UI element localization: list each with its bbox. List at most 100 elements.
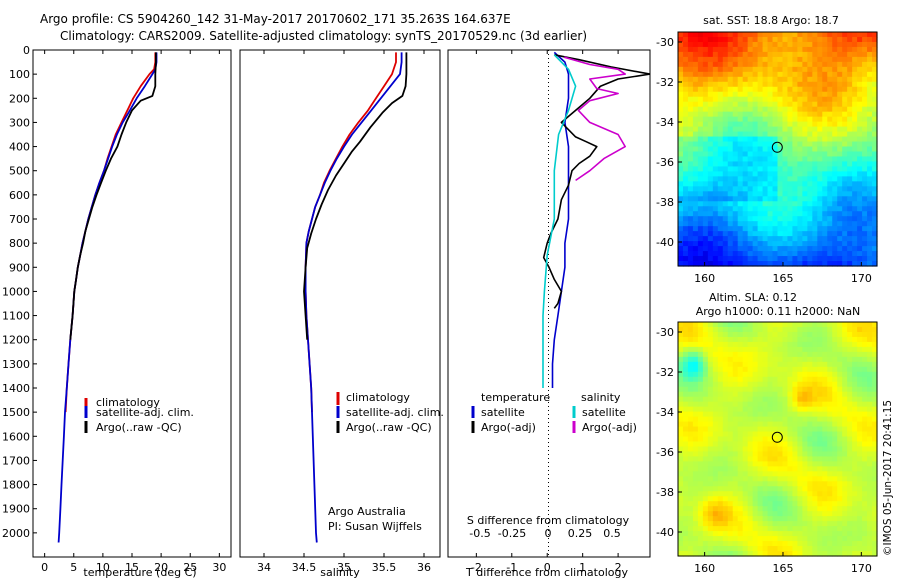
heatmap-cell bbox=[832, 221, 838, 227]
heatmap-cell bbox=[837, 236, 843, 242]
heatmap-cell bbox=[867, 96, 873, 103]
heatmap-cell bbox=[842, 461, 848, 467]
heatmap-cell bbox=[727, 166, 734, 173]
heatmap-cell bbox=[782, 386, 789, 393]
heatmap-cell bbox=[852, 456, 858, 463]
heatmap-cell bbox=[767, 371, 774, 378]
heatmap-cell bbox=[787, 416, 794, 423]
heatmap-cell bbox=[832, 236, 838, 242]
heatmap-cell bbox=[737, 401, 744, 408]
heatmap-cell bbox=[857, 216, 863, 222]
heatmap-cell bbox=[757, 451, 764, 458]
heatmap-cell bbox=[772, 331, 779, 338]
heatmap-cell bbox=[727, 391, 734, 398]
heatmap-cell bbox=[862, 71, 868, 78]
heatmap-cell bbox=[847, 356, 853, 363]
heatmap-cell bbox=[862, 381, 868, 388]
heatmap-cell bbox=[682, 376, 689, 383]
heatmap-cell bbox=[802, 256, 808, 262]
heatmap-cell bbox=[737, 226, 744, 232]
heatmap-cell bbox=[732, 111, 739, 118]
heatmap-cell bbox=[837, 501, 843, 507]
heatmap-cell bbox=[817, 421, 823, 428]
heatmap-cell bbox=[827, 186, 833, 192]
heatmap-cell bbox=[827, 96, 833, 103]
heatmap-cell bbox=[747, 256, 754, 262]
heatmap-cell bbox=[727, 116, 734, 123]
heatmap-cell bbox=[787, 376, 794, 383]
heatmap-cell bbox=[732, 91, 739, 98]
heatmap-cell bbox=[707, 251, 714, 257]
heatmap-cell bbox=[742, 551, 749, 557]
sla-map-subtitle: Argo h1000: 0.11 h2000: NaN bbox=[696, 305, 861, 318]
heatmap-cell bbox=[827, 246, 833, 252]
heatmap-cell bbox=[777, 246, 784, 252]
heatmap-cell bbox=[807, 151, 813, 158]
heatmap-cell bbox=[767, 326, 774, 333]
heatmap-cell bbox=[702, 521, 709, 527]
heatmap-cell bbox=[762, 161, 769, 168]
heatmap-cell bbox=[822, 366, 828, 373]
heatmap-cell bbox=[867, 56, 873, 63]
heatmap-cell bbox=[842, 36, 848, 43]
heatmap-cell bbox=[752, 511, 759, 517]
heatmap-cell bbox=[807, 41, 813, 48]
lat-tick-label: -30 bbox=[656, 326, 674, 339]
heatmap-cell bbox=[682, 46, 689, 53]
heatmap-cell bbox=[822, 226, 828, 232]
heatmap-cell bbox=[687, 131, 694, 138]
heatmap-cell bbox=[852, 476, 858, 482]
heatmap-cell bbox=[717, 76, 724, 83]
heatmap-cell bbox=[832, 461, 838, 467]
heatmap-cell bbox=[842, 481, 848, 487]
heatmap-cell bbox=[682, 461, 689, 467]
heatmap-cell bbox=[872, 401, 878, 408]
heatmap-cell bbox=[742, 131, 749, 138]
heatmap-cell bbox=[797, 496, 803, 502]
heatmap-cell bbox=[737, 246, 744, 252]
heatmap-cell bbox=[772, 356, 779, 363]
heatmap-cell bbox=[872, 251, 878, 257]
heatmap-cell bbox=[727, 151, 734, 158]
heatmap-cell bbox=[792, 336, 798, 343]
heatmap-cell bbox=[772, 351, 779, 358]
heatmap-cell bbox=[722, 521, 729, 527]
heatmap-cell bbox=[742, 326, 749, 333]
heatmap-cell bbox=[777, 371, 784, 378]
heatmap-cell bbox=[772, 411, 779, 418]
heatmap-cell bbox=[767, 116, 774, 123]
y-tick-label: 2000 bbox=[2, 527, 30, 540]
heatmap-cell bbox=[827, 346, 833, 353]
heatmap-cell bbox=[747, 246, 754, 252]
heatmap-cell bbox=[792, 196, 798, 202]
heatmap-cell bbox=[687, 446, 694, 453]
heatmap-cell bbox=[777, 101, 784, 108]
heatmap-cell bbox=[832, 491, 838, 497]
heatmap-cell bbox=[697, 406, 704, 413]
heatmap-cell bbox=[797, 56, 803, 63]
heatmap-cell bbox=[722, 346, 729, 353]
heatmap-cell bbox=[757, 66, 764, 73]
heatmap-cell bbox=[862, 346, 868, 353]
heatmap-cell bbox=[682, 206, 689, 212]
heatmap-cell bbox=[787, 161, 794, 168]
heatmap-cell bbox=[777, 391, 784, 398]
heatmap-cell bbox=[817, 116, 823, 123]
heatmap-cell bbox=[687, 41, 694, 48]
heatmap-cell bbox=[777, 396, 784, 403]
heatmap-cell bbox=[732, 61, 739, 68]
heatmap-cell bbox=[812, 496, 818, 502]
heatmap-cell bbox=[802, 466, 808, 472]
heatmap-cell bbox=[827, 361, 833, 368]
heatmap-cell bbox=[802, 326, 808, 333]
heatmap-cell bbox=[847, 481, 853, 487]
heatmap-cell bbox=[837, 496, 843, 502]
heatmap-cell bbox=[802, 431, 808, 438]
argo-location-marker bbox=[771, 141, 783, 153]
heatmap-cell bbox=[802, 91, 808, 98]
heatmap-cell bbox=[832, 161, 838, 168]
heatmap-cell bbox=[762, 491, 769, 497]
heatmap-cell bbox=[707, 51, 714, 58]
heatmap-cell bbox=[777, 166, 784, 173]
heatmap-cell bbox=[832, 186, 838, 192]
